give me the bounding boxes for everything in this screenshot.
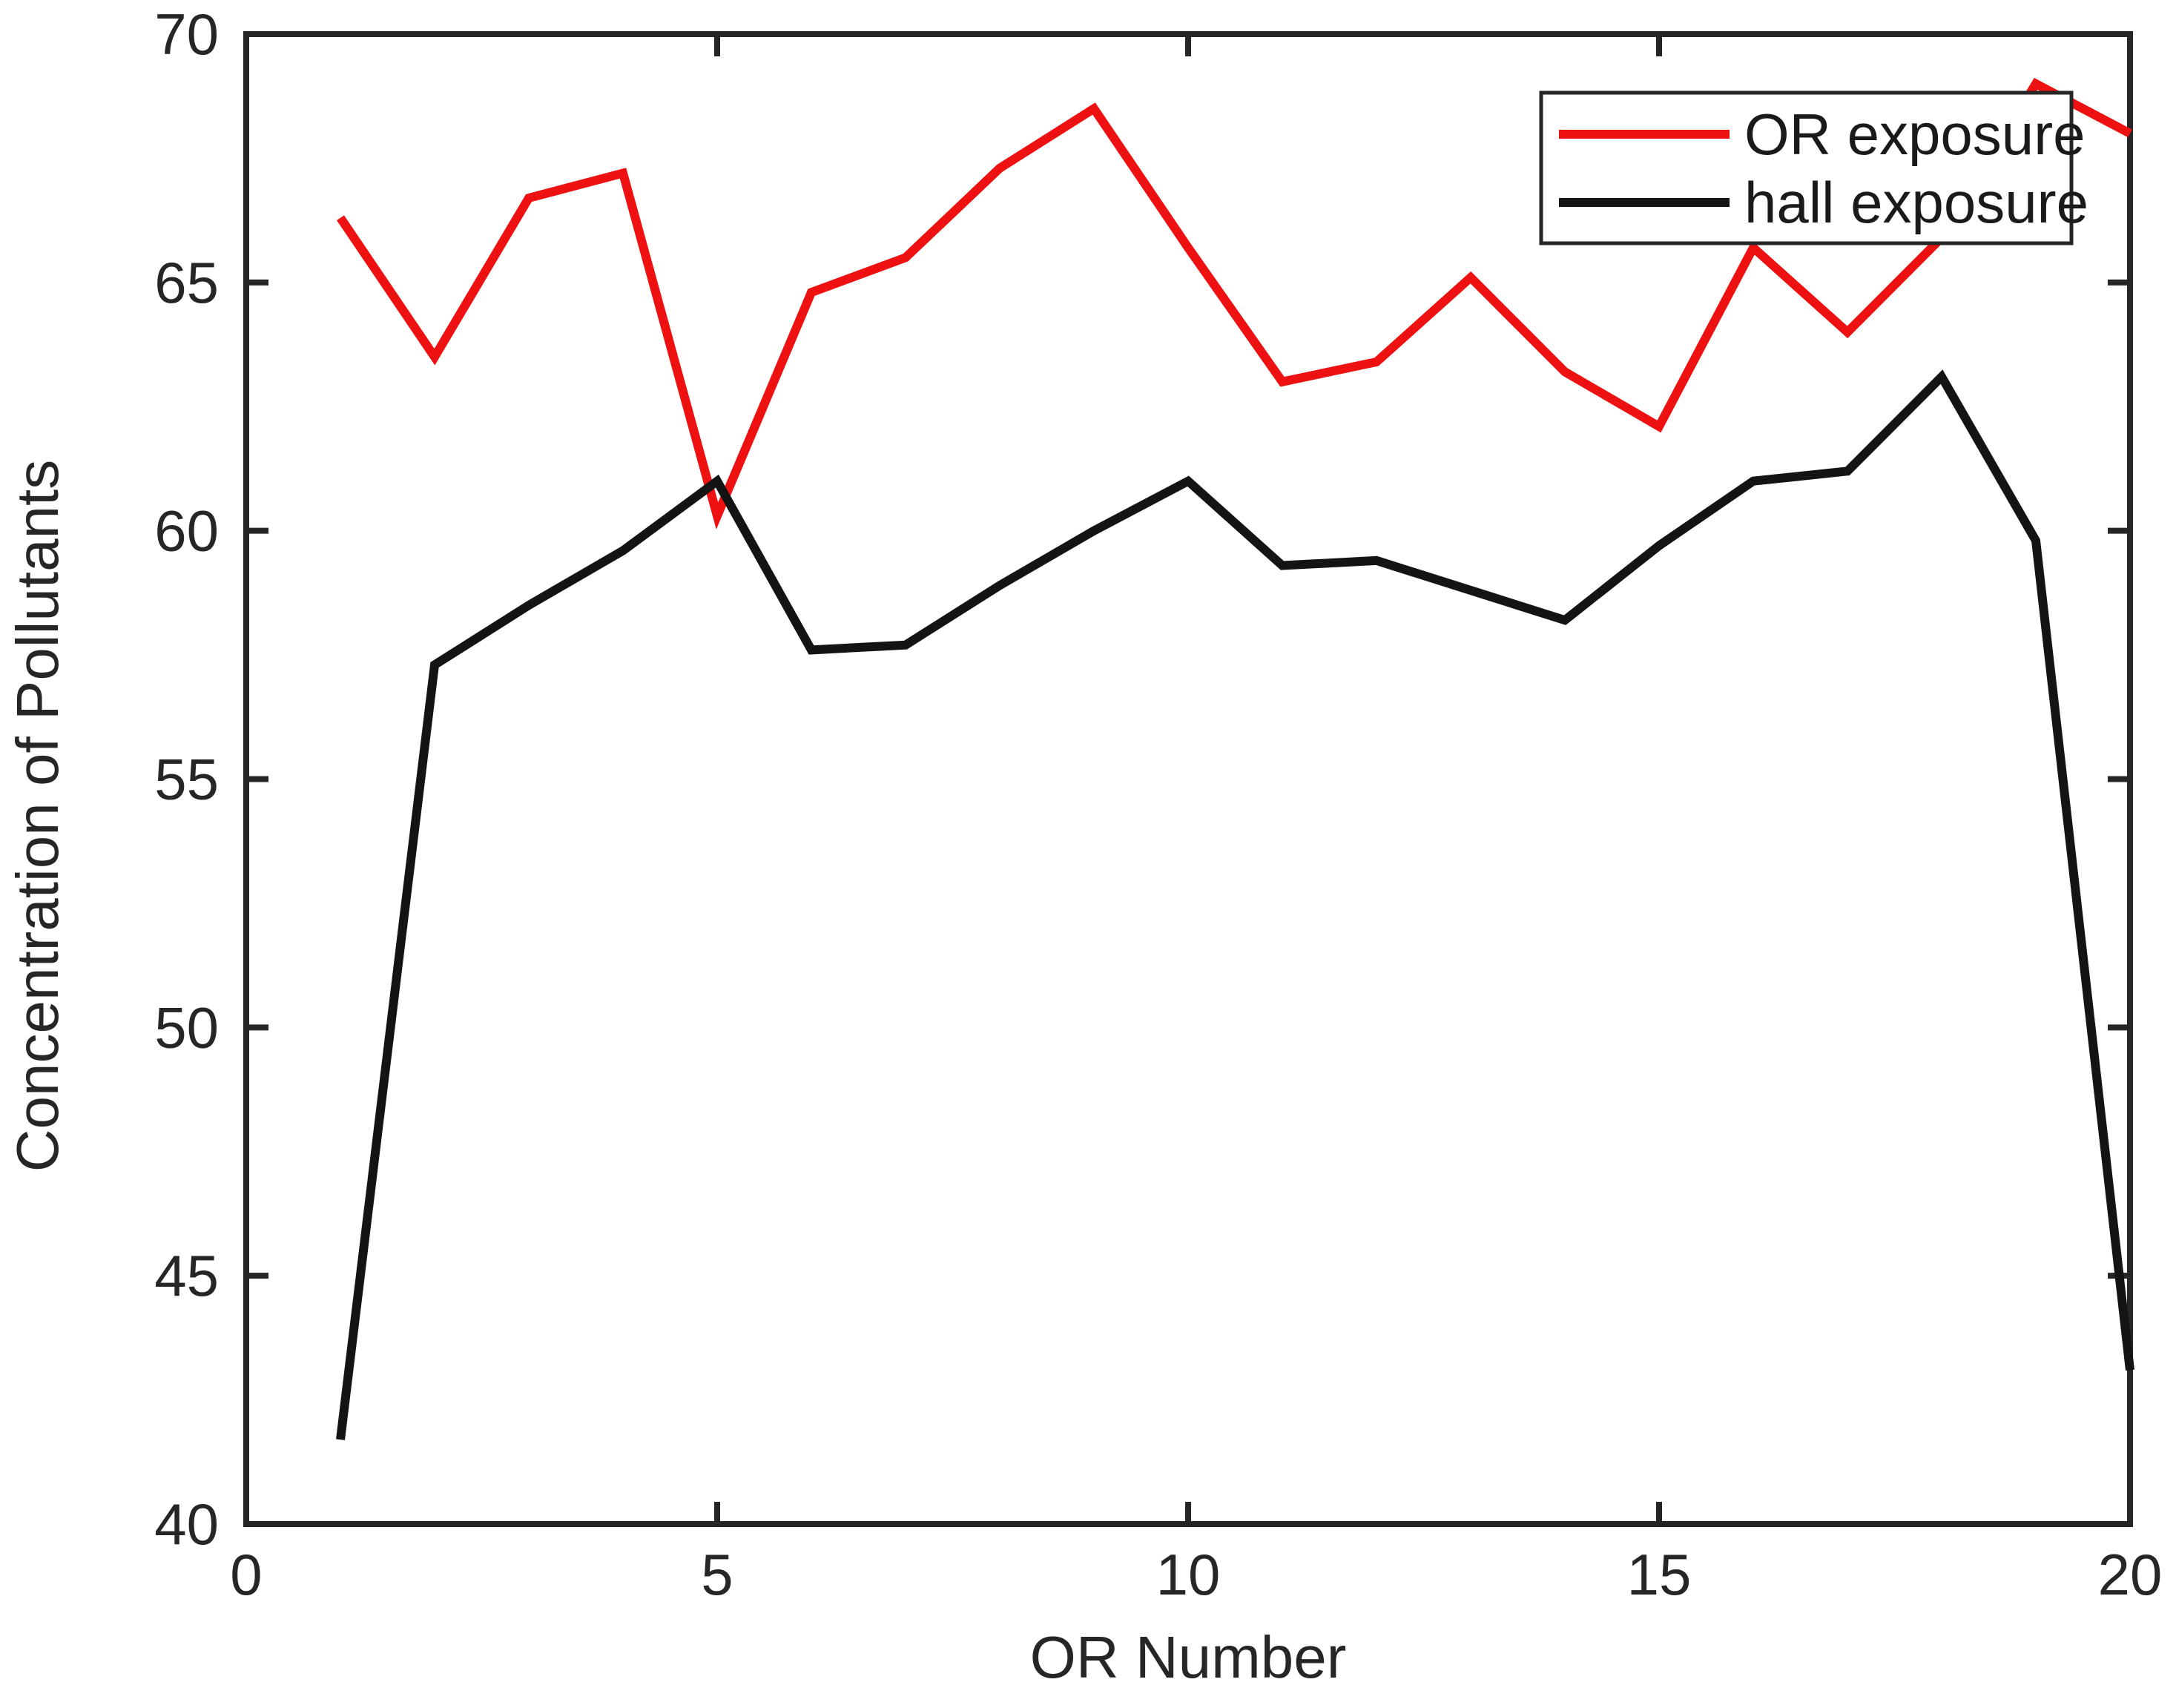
y-tick-label: 45	[154, 1243, 219, 1308]
series-line-hall-exposure	[336, 369, 2134, 1440]
y-tick-label: 65	[154, 250, 219, 315]
legend-entry-or-exposure: OR exposure	[1559, 102, 2086, 167]
y-tick-label: 55	[154, 747, 219, 812]
x-tick-label: 15	[1627, 1542, 1692, 1607]
y-tick-label: 50	[154, 995, 219, 1060]
x-tick-label: 10	[1156, 1542, 1221, 1607]
x-axis-title: OR Number	[1030, 1624, 1347, 1690]
y-axis-title: Concentration of Pollutants	[4, 460, 70, 1173]
x-tick-label: 0	[230, 1542, 262, 1607]
y-tick-label: 70	[154, 1, 219, 67]
legend-entry-hall-exposure: hall exposure	[1559, 170, 2088, 235]
y-tick-label: 60	[154, 498, 219, 564]
legend-box	[1539, 90, 2074, 245]
y-axis-tick-labels: 40 45 50 55 60 65 70	[154, 1, 219, 1557]
legend-label-hall-exposure: hall exposure	[1744, 170, 2088, 235]
y-tick-label: 40	[154, 1491, 219, 1557]
legend-label-or-exposure: OR exposure	[1744, 102, 2086, 167]
x-tick-label: 20	[2098, 1542, 2163, 1607]
series-line-or-exposure	[337, 78, 2132, 530]
data-series-group	[336, 78, 2134, 1440]
x-tick-label: 5	[701, 1542, 733, 1607]
x-axis-tick-labels: 0 5 10 15 20	[230, 1542, 2162, 1607]
legend: OR exposure hall exposure	[1539, 90, 2088, 245]
plot-area-frame	[243, 31, 2133, 1527]
